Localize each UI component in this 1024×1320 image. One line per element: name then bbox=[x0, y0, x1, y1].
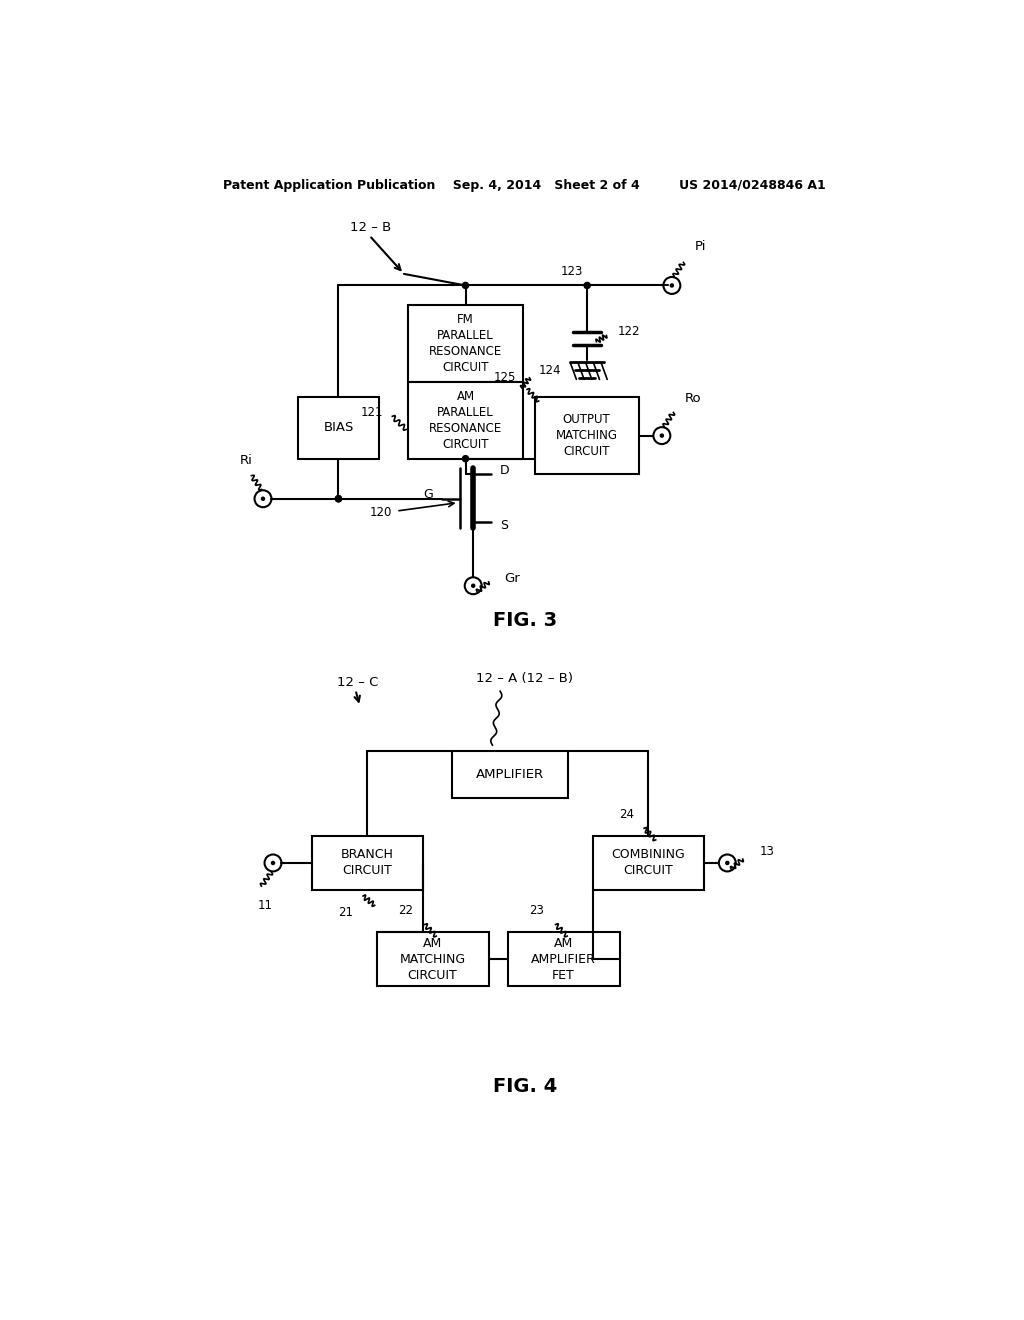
Text: 121: 121 bbox=[360, 407, 383, 418]
Text: Gr: Gr bbox=[504, 572, 520, 585]
Circle shape bbox=[336, 495, 342, 502]
Bar bbox=[408, 381, 523, 459]
Text: 24: 24 bbox=[620, 808, 634, 821]
Bar bbox=[408, 305, 523, 381]
Text: 122: 122 bbox=[617, 325, 640, 338]
Bar bbox=[508, 932, 620, 986]
Text: COMBINING
CIRCUIT: COMBINING CIRCUIT bbox=[611, 849, 685, 878]
Bar bbox=[453, 751, 568, 797]
Circle shape bbox=[726, 862, 729, 865]
Text: G: G bbox=[423, 488, 433, 502]
Circle shape bbox=[463, 455, 469, 462]
Circle shape bbox=[671, 284, 674, 286]
Text: BIAS: BIAS bbox=[324, 421, 353, 434]
Text: FM
PARALLEL
RESONANCE
CIRCUIT: FM PARALLEL RESONANCE CIRCUIT bbox=[429, 313, 502, 374]
Text: 12 – A (12 – B): 12 – A (12 – B) bbox=[475, 672, 572, 685]
Text: AM
AMPLIFIER
FET: AM AMPLIFIER FET bbox=[530, 937, 596, 982]
Text: Patent Application Publication    Sep. 4, 2014   Sheet 2 of 4         US 2014/02: Patent Application Publication Sep. 4, 2… bbox=[223, 178, 826, 191]
Text: 11: 11 bbox=[258, 899, 272, 912]
Text: 120: 120 bbox=[370, 506, 392, 519]
Circle shape bbox=[261, 498, 264, 500]
Text: AM
PARALLEL
RESONANCE
CIRCUIT: AM PARALLEL RESONANCE CIRCUIT bbox=[429, 389, 502, 450]
Text: AMPLIFIER: AMPLIFIER bbox=[476, 768, 544, 781]
Text: 23: 23 bbox=[529, 904, 544, 917]
Text: 22: 22 bbox=[398, 904, 413, 917]
Bar bbox=[311, 836, 423, 890]
Text: 124: 124 bbox=[539, 363, 561, 376]
Text: 13: 13 bbox=[760, 845, 775, 858]
Text: BRANCH
CIRCUIT: BRANCH CIRCUIT bbox=[341, 849, 393, 878]
Circle shape bbox=[336, 495, 342, 502]
Text: 125: 125 bbox=[494, 371, 515, 384]
Text: 21: 21 bbox=[338, 907, 353, 920]
Text: FIG. 3: FIG. 3 bbox=[493, 611, 557, 630]
Text: 123: 123 bbox=[561, 265, 584, 279]
Bar bbox=[298, 397, 379, 459]
Text: S: S bbox=[500, 519, 508, 532]
Circle shape bbox=[271, 862, 274, 865]
Text: Pi: Pi bbox=[695, 240, 707, 253]
Bar bbox=[377, 932, 488, 986]
Bar bbox=[535, 397, 639, 474]
Text: Ro: Ro bbox=[685, 392, 701, 405]
Text: 12 – B: 12 – B bbox=[350, 222, 391, 234]
Bar bbox=[593, 836, 705, 890]
Text: 12 – C: 12 – C bbox=[337, 676, 378, 689]
Text: OUTPUT
MATCHING
CIRCUIT: OUTPUT MATCHING CIRCUIT bbox=[555, 413, 617, 458]
Circle shape bbox=[463, 282, 469, 289]
Text: FIG. 4: FIG. 4 bbox=[493, 1077, 557, 1096]
Text: D: D bbox=[500, 463, 510, 477]
Circle shape bbox=[584, 282, 590, 289]
Circle shape bbox=[660, 434, 664, 437]
Circle shape bbox=[472, 585, 475, 587]
Text: Ri: Ri bbox=[240, 454, 253, 467]
Text: AM
MATCHING
CIRCUIT: AM MATCHING CIRCUIT bbox=[399, 937, 466, 982]
